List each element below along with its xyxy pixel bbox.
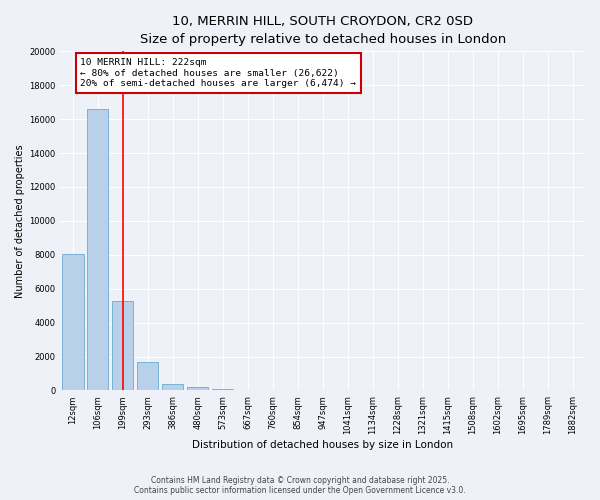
Bar (212, 389, 233, 390)
Bar (62, 254, 83, 390)
Bar (137, 362, 158, 390)
Bar (187, 387, 208, 390)
Y-axis label: Number of detached properties: Number of detached properties (15, 144, 25, 298)
Bar (112, 300, 133, 390)
Bar (162, 384, 184, 390)
X-axis label: Distribution of detached houses by size in London: Distribution of detached houses by size … (192, 440, 453, 450)
Text: Contains HM Land Registry data © Crown copyright and database right 2025.
Contai: Contains HM Land Registry data © Crown c… (134, 476, 466, 495)
Bar (87, 109, 109, 390)
Text: 10 MERRIN HILL: 222sqm
← 80% of detached houses are smaller (26,622)
20% of semi: 10 MERRIN HILL: 222sqm ← 80% of detached… (80, 58, 356, 88)
Title: 10, MERRIN HILL, SOUTH CROYDON, CR2 0SD
Size of property relative to detached ho: 10, MERRIN HILL, SOUTH CROYDON, CR2 0SD … (140, 15, 506, 46)
